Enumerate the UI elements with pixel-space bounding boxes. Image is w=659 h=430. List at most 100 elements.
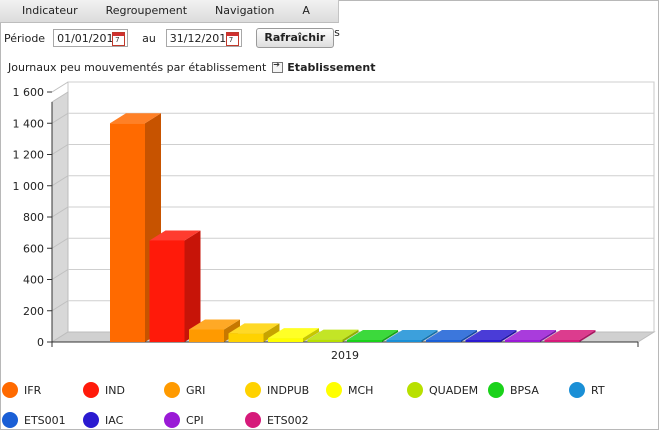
legend-item-quadem[interactable]: QUADEM bbox=[407, 382, 478, 398]
legend-label: QUADEM bbox=[429, 383, 479, 397]
legend-label: GRI bbox=[186, 383, 206, 397]
legend-item-indpub[interactable]: INDPUB bbox=[245, 382, 309, 398]
bar-side bbox=[461, 330, 477, 342]
period-label: Période bbox=[4, 31, 46, 45]
y-tick-label: 600 bbox=[23, 242, 44, 255]
legend-marker bbox=[569, 382, 585, 398]
end-date-value: 31/12/2019 bbox=[169, 32, 234, 45]
legend-label: IAC bbox=[105, 413, 124, 427]
bar-top bbox=[505, 330, 556, 340]
menu-indicateur[interactable]: Indicateur bbox=[22, 4, 78, 17]
refresh-button[interactable]: Rafraîchir bbox=[255, 28, 334, 48]
bar-side bbox=[263, 323, 280, 342]
legend-item-ifr[interactable]: IFR bbox=[2, 382, 41, 398]
legend-item-rt[interactable]: RT bbox=[569, 382, 605, 398]
bar-front bbox=[426, 340, 461, 342]
bar-bpsa[interactable] bbox=[347, 330, 398, 342]
bar-mch[interactable] bbox=[268, 328, 319, 342]
gridline bbox=[51, 237, 69, 249]
legend-item-cpi[interactable]: CPI bbox=[164, 412, 204, 428]
gridline bbox=[51, 112, 69, 124]
legend-item-gri[interactable]: GRI bbox=[164, 382, 205, 398]
bar-rt[interactable] bbox=[386, 330, 438, 342]
legend-label: RT bbox=[591, 383, 605, 397]
bar-gri[interactable] bbox=[189, 319, 240, 343]
chart-title: Journaux peu mouvementés par établisseme… bbox=[8, 61, 267, 74]
legend-marker bbox=[245, 412, 261, 428]
legend-item-mch[interactable]: MCH bbox=[326, 382, 373, 398]
legend-label: IFR bbox=[24, 383, 42, 397]
legend-marker bbox=[245, 382, 261, 398]
gridline bbox=[51, 81, 69, 93]
legend-marker bbox=[164, 382, 180, 398]
menu-navigation[interactable]: Navigation bbox=[215, 4, 275, 17]
bar-top bbox=[347, 330, 398, 340]
legend-marker bbox=[2, 412, 18, 428]
legend-label: ETS001 bbox=[24, 413, 66, 427]
gridline bbox=[51, 175, 69, 187]
start-date-field[interactable]: 01/01/2019 7 bbox=[53, 29, 129, 47]
chart-legend: IFR IND GRI INDPUB MCH QUADEM BPSA RT ETS001 IAC C… bbox=[0, 378, 659, 430]
legend-item-iac[interactable]: IAC bbox=[83, 412, 123, 428]
legend-marker bbox=[407, 382, 423, 398]
bar-front bbox=[110, 123, 145, 342]
bar-side bbox=[540, 330, 556, 342]
bar-top bbox=[228, 323, 280, 334]
calendar-icon[interactable]: 7 bbox=[112, 32, 126, 46]
y-tick-label: 1 600 bbox=[13, 86, 45, 99]
legend-item-bpsa[interactable]: BPSA bbox=[488, 382, 539, 398]
bar-top bbox=[386, 330, 438, 340]
calendar-icon[interactable]: 7 bbox=[225, 32, 239, 46]
bar-top bbox=[544, 330, 596, 340]
bar-top bbox=[307, 329, 359, 340]
y-tick-label: 1 400 bbox=[13, 117, 45, 130]
legend-label: MCH bbox=[348, 383, 374, 397]
bar-ets001[interactable] bbox=[426, 330, 477, 342]
chart-subtitle: Journaux peu mouvementés par établisseme… bbox=[8, 60, 376, 74]
grouping-link[interactable]: Etablissement bbox=[287, 61, 376, 74]
legend-item-ets002[interactable]: ETS002 bbox=[245, 412, 309, 428]
y-tick-label: 1 200 bbox=[13, 149, 45, 162]
bar-ets002[interactable] bbox=[544, 330, 596, 342]
bar-top bbox=[268, 328, 319, 339]
y-tick-label: 200 bbox=[23, 305, 44, 318]
legend-item-ets001[interactable]: ETS001 bbox=[2, 412, 66, 428]
to-label: au bbox=[142, 31, 156, 45]
bar-side bbox=[184, 230, 201, 342]
bar-front bbox=[228, 333, 264, 342]
legend-label: BPSA bbox=[510, 383, 539, 397]
menu-a-propos[interactable]: A propos bbox=[302, 4, 339, 39]
gridline bbox=[51, 300, 69, 312]
bar-top bbox=[465, 330, 517, 340]
bar-iac[interactable] bbox=[465, 330, 517, 342]
bar-front bbox=[544, 340, 580, 342]
y-tick-label: 800 bbox=[23, 211, 44, 224]
legend-marker bbox=[488, 382, 504, 398]
bar-front bbox=[465, 340, 501, 342]
gridline bbox=[51, 269, 69, 280]
legend-label: IND bbox=[105, 383, 125, 397]
bar-top bbox=[110, 113, 161, 124]
drill-down-icon[interactable] bbox=[272, 60, 284, 73]
bar-top bbox=[426, 330, 477, 340]
end-date-field[interactable]: 31/12/2019 7 bbox=[165, 29, 242, 47]
legend-label: INDPUB bbox=[267, 383, 310, 397]
bar-side bbox=[382, 330, 398, 342]
legend-marker bbox=[2, 382, 18, 398]
menu-regroupement[interactable]: Regroupement bbox=[105, 4, 188, 17]
bar-front bbox=[268, 338, 303, 342]
start-date-value: 01/01/2019 bbox=[57, 32, 121, 45]
bar-quadem[interactable] bbox=[307, 329, 359, 342]
legend-label: CPI bbox=[186, 413, 204, 427]
bar-front bbox=[505, 340, 540, 342]
bar-indpub[interactable] bbox=[228, 323, 280, 342]
bar-cpi[interactable] bbox=[505, 330, 556, 342]
bar-front bbox=[307, 339, 343, 342]
legend-item-ind[interactable]: IND bbox=[83, 382, 125, 398]
legend-marker bbox=[83, 382, 99, 398]
bar-side bbox=[224, 319, 240, 342]
bar-side bbox=[421, 330, 438, 342]
bar-front bbox=[347, 340, 382, 342]
bar-ind[interactable] bbox=[149, 230, 201, 342]
menu-bar: Indicateur Regroupement Navigation A pro… bbox=[0, 0, 340, 39]
